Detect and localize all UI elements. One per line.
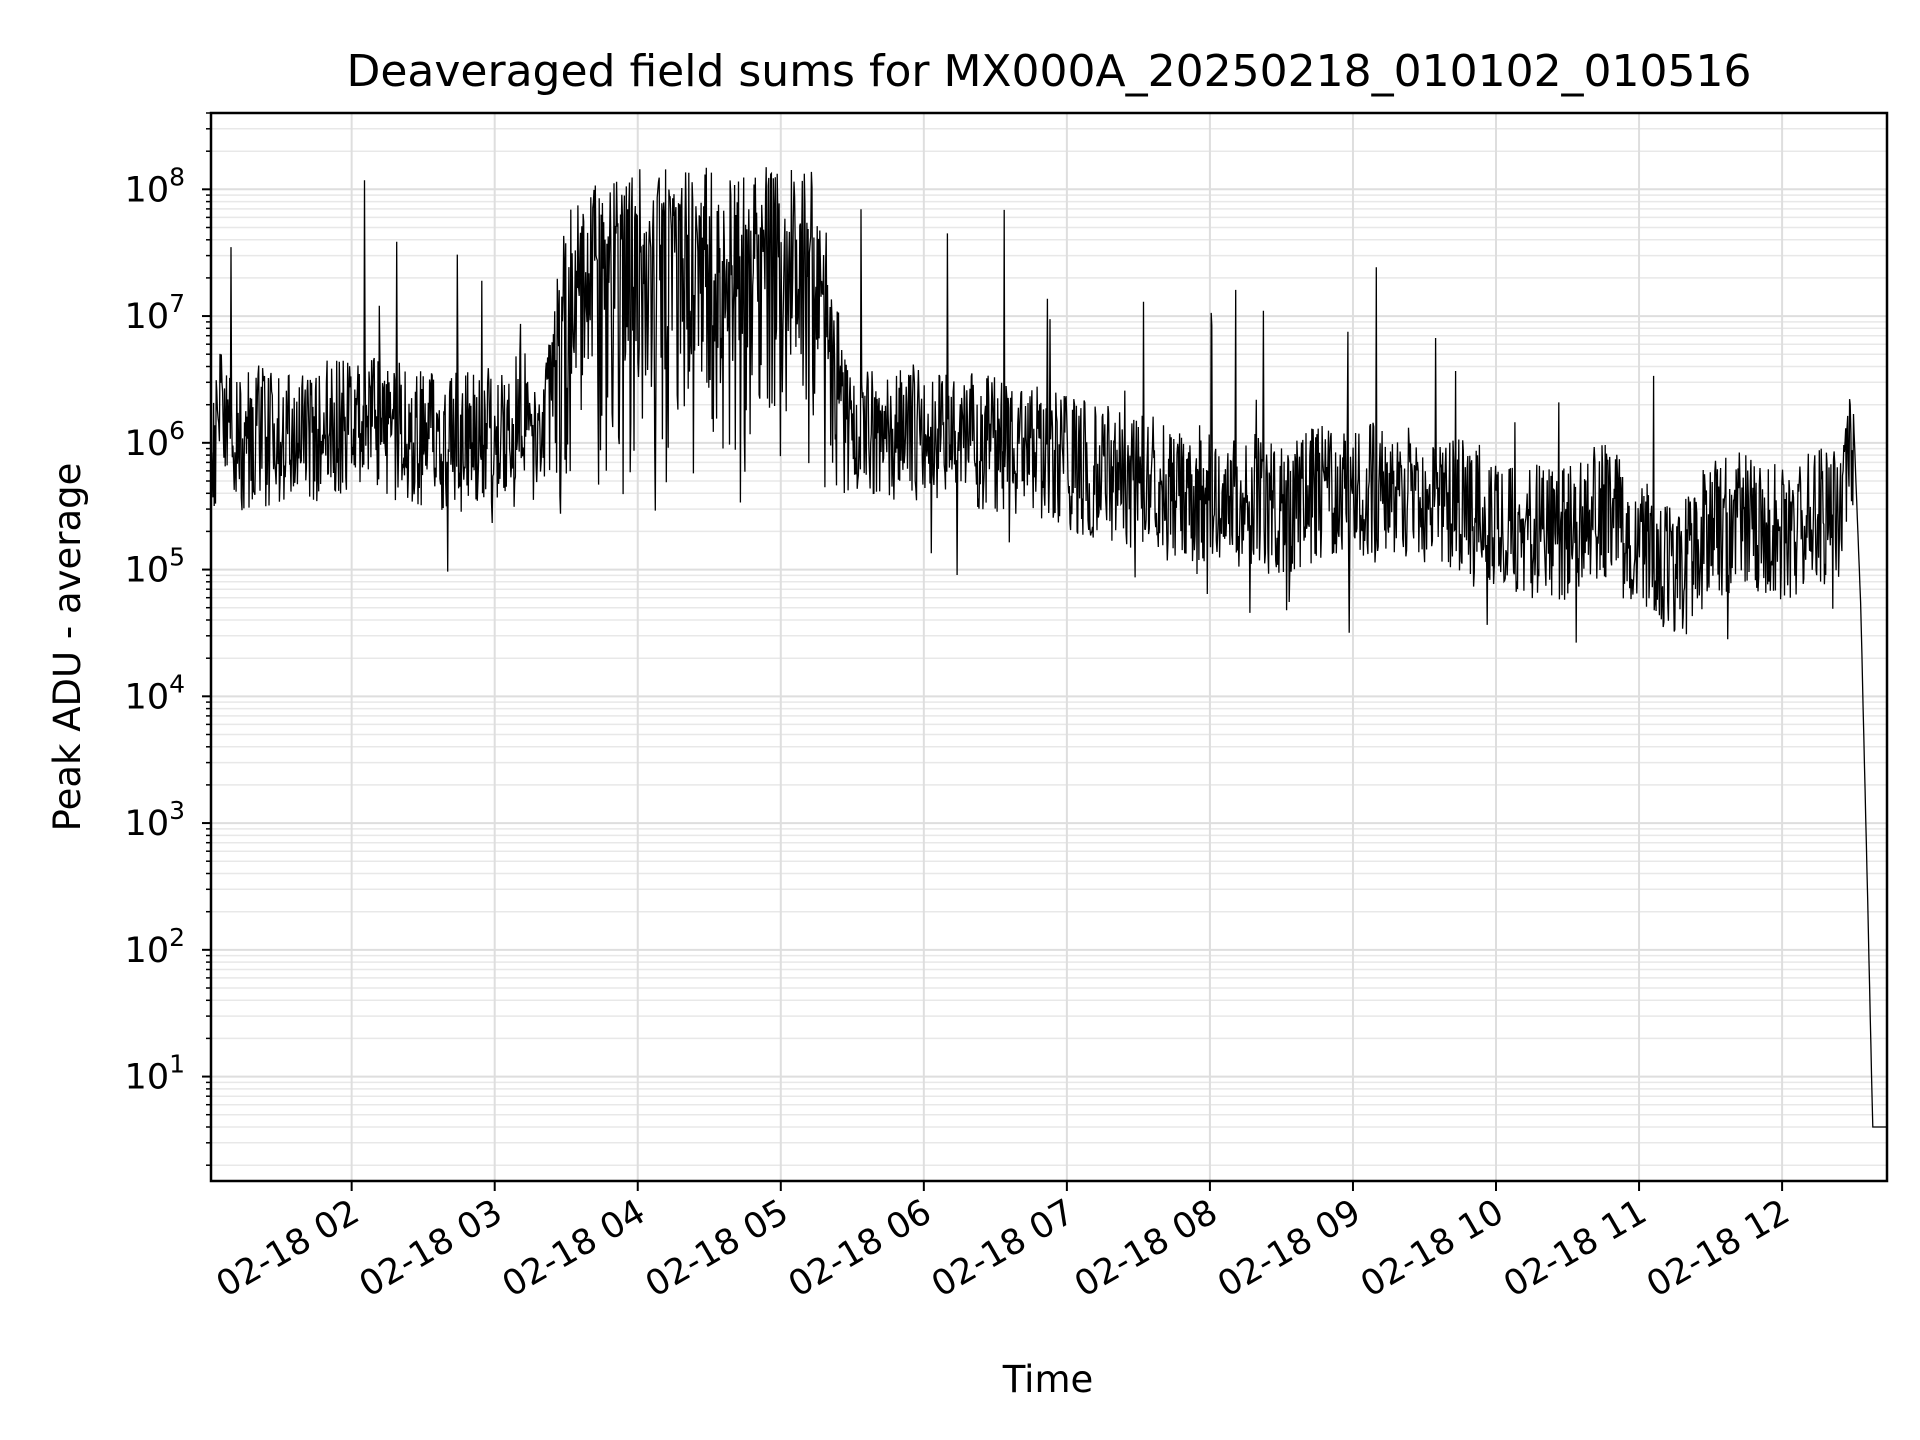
x-tick-label: 02-18 02 (210, 1192, 366, 1305)
y-tick-label: 106 (125, 416, 185, 464)
x-tick-label: 02-18 05 (639, 1192, 795, 1305)
x-tick-label: 02-18 04 (496, 1192, 652, 1305)
x-tick-label: 02-18 06 (782, 1192, 938, 1305)
x-tick-label: 02-18 03 (353, 1192, 509, 1305)
x-tick-label: 02-18 07 (925, 1192, 1081, 1305)
y-tick-label: 102 (125, 923, 185, 971)
y-axis-label: Peak ADU - average (46, 463, 89, 832)
x-tick-label: 02-18 10 (1354, 1192, 1510, 1305)
x-tick-label: 02-18 12 (1640, 1192, 1796, 1305)
grid (211, 112, 1887, 1181)
axis-ticks (202, 112, 1784, 1191)
series-line (210, 167, 1887, 1128)
x-tick-label: 02-18 11 (1497, 1192, 1653, 1305)
y-tick-label: 107 (125, 289, 185, 337)
y-tick-label: 108 (125, 162, 185, 210)
y-tick-label: 104 (125, 669, 185, 717)
x-tick-label: 02-18 08 (1068, 1192, 1224, 1305)
chart-title: Deaveraged field sums for MX000A_2025021… (346, 46, 1751, 97)
y-tick-label: 103 (125, 796, 185, 844)
x-axis-label: Time (1002, 1358, 1094, 1401)
y-tick-label: 105 (125, 543, 185, 591)
y-tick-label: 101 (125, 1050, 185, 1098)
y-tick-labels: 101 102 103 104 105 106 107 108 (125, 162, 185, 1097)
plot-frame (209, 111, 1889, 1183)
x-tick-label: 02-18 09 (1211, 1192, 1367, 1305)
